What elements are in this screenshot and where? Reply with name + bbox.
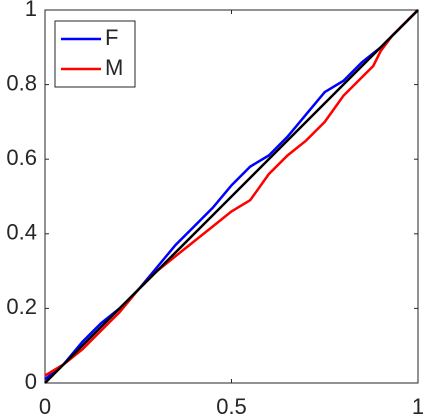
x-tick-label: 0.5 [216, 394, 247, 419]
y-tick-label: 0.6 [6, 145, 37, 170]
x-tick-label: 1 [412, 394, 423, 419]
data-line [44, 9, 419, 381]
data-line [44, 9, 419, 377]
x-tick-label: 0 [39, 394, 51, 419]
y-tick-label: 0 [25, 369, 37, 394]
data-line [44, 9, 419, 384]
legend-label: M [105, 55, 123, 80]
y-tick-label: 0.2 [6, 294, 37, 319]
y-tick-label: 0.8 [6, 70, 37, 95]
y-tick-label: 0.4 [6, 220, 37, 245]
y-tick-label: 1 [25, 0, 37, 21]
legend-label: F [105, 25, 118, 50]
legend-box [54, 20, 136, 88]
